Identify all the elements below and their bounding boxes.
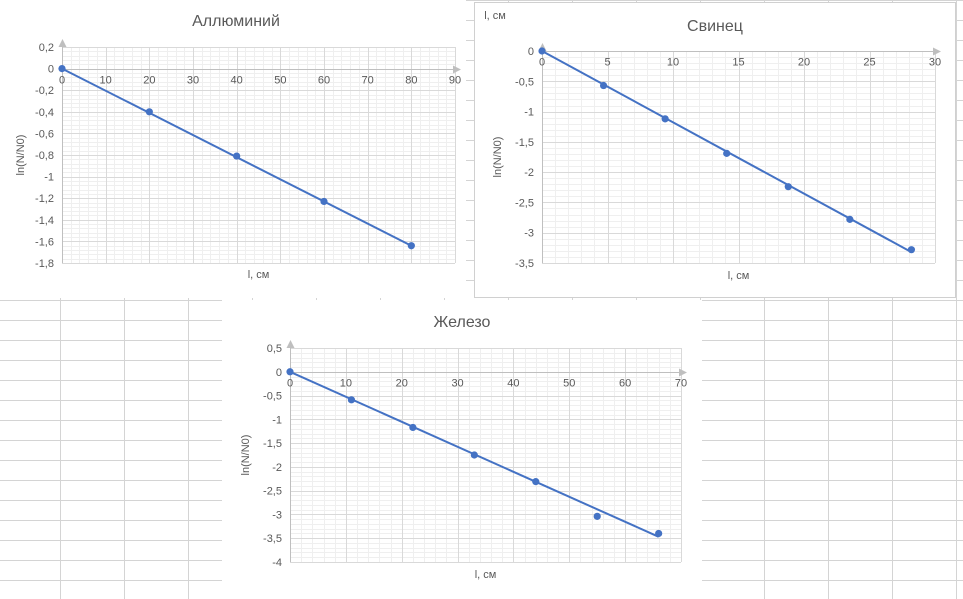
- y-axis-label: ln(N/N0): [15, 135, 27, 176]
- y-tick-label: -0,5: [263, 391, 282, 403]
- y-tick-label: -1,4: [35, 215, 54, 227]
- chart-lead: 0 5 10 15 20 25 30 0 -0,5 -1 -1,5 -2 -2,5 -3 -3,5 Свине…: [474, 2, 956, 298]
- y-axis-arrow: [58, 39, 67, 47]
- y-tick-label: -0,2: [35, 85, 54, 97]
- x-tick-label: 30: [929, 57, 941, 69]
- x-tick-label: 15: [732, 57, 744, 69]
- data-point: [655, 529, 663, 538]
- x-tick-label: 40: [231, 75, 243, 87]
- chart-lead-svg: 0 5 10 15 20 25 30 0 -0,5 -1 -1,5 -2 -2,5 -3 -3,5 Свине…: [484, 10, 941, 282]
- y-tick-label: -1: [272, 414, 282, 426]
- x-tick-label: 80: [405, 75, 417, 87]
- x-tick-label: 30: [187, 75, 199, 87]
- y-tick-label: -0,6: [35, 128, 54, 140]
- y-tick-label: -2: [272, 462, 282, 474]
- data-point: [723, 149, 731, 157]
- y-tick-label: 0: [276, 367, 282, 379]
- x-tick-label: 50: [274, 75, 286, 87]
- data-point: [347, 396, 356, 404]
- x-tick-label: 0: [539, 57, 545, 69]
- x-tick-label: 50: [563, 378, 575, 390]
- x-axis-arrow: [453, 65, 461, 74]
- top-axis-label: l, см: [484, 10, 506, 22]
- data-point: [470, 451, 478, 459]
- x-tick-label: 70: [675, 378, 687, 390]
- x-tick-label: 25: [863, 57, 875, 69]
- y-tick-label: -1,5: [515, 137, 534, 149]
- data-point: [846, 215, 854, 223]
- data-point: [286, 368, 294, 376]
- y-tick-label: -1: [524, 107, 534, 119]
- data-point: [661, 115, 669, 123]
- data-point: [532, 478, 540, 486]
- x-tick-label: 20: [798, 57, 810, 69]
- data-point: [233, 152, 241, 160]
- x-tick-label: 20: [143, 75, 155, 87]
- x-axis-label: l, см: [475, 569, 497, 581]
- y-axis-label: ln(N/N0): [492, 137, 504, 178]
- chart-title: Железо: [434, 314, 491, 331]
- y-tick-label: -2,5: [515, 197, 534, 209]
- x-tick-label: 30: [451, 378, 463, 390]
- x-axis-arrow: [933, 47, 941, 56]
- y-tick-label: -3: [524, 228, 534, 240]
- x-tick-label: 10: [340, 378, 352, 390]
- y-tick-label: -0,5: [515, 76, 534, 88]
- y-tick-label: 0,5: [267, 343, 282, 355]
- y-tick-label: -3,5: [515, 258, 534, 270]
- x-tick-label: 5: [604, 57, 610, 69]
- y-tick-label: -1,5: [263, 438, 282, 450]
- data-point: [145, 108, 153, 116]
- x-axis-arrow: [679, 368, 687, 377]
- data-point: [907, 246, 916, 254]
- y-tick-label: 0: [528, 46, 534, 58]
- chart-aluminium: 0 10 20 30 40 50 60 70 80 90 0,2 0 -0,2 -0,4 -0,6 -0,8 -…: [0, 0, 466, 298]
- y-tick-label: -1,6: [35, 236, 54, 248]
- x-axis-label: l, см: [728, 270, 750, 282]
- y-tick-label: -1,8: [35, 258, 54, 270]
- x-tick-label: 60: [318, 75, 330, 87]
- x-tick-label: 60: [619, 378, 631, 390]
- y-tick-label: -1,2: [35, 193, 54, 205]
- y-tick-label: -1: [44, 172, 54, 184]
- x-tick-label: 10: [100, 75, 112, 87]
- y-tick-label: -2,5: [263, 486, 282, 498]
- y-tick-label: -4: [272, 557, 282, 569]
- y-tick-label: -0,8: [35, 150, 54, 162]
- chart-iron-svg: 0 10 20 30 40 50 60 70 0,5 0 -0,5 -1 -1,5 -2 -2,5 -3 -3,…: [240, 314, 687, 581]
- y-axis-arrow: [286, 340, 295, 348]
- y-tick-label: 0,2: [39, 42, 54, 54]
- x-tick-label: 0: [287, 378, 293, 390]
- x-tick-label: 90: [449, 75, 461, 87]
- y-tick-label: -2: [524, 167, 534, 179]
- data-point: [538, 47, 546, 55]
- data-point: [593, 512, 601, 520]
- chart-aluminium-svg: 0 10 20 30 40 50 60 70 80 90 0,2 0 -0,2 -0,4 -0,6 -0,8 -…: [15, 13, 461, 281]
- y-tick-label: -3: [272, 509, 282, 521]
- x-axis-label: l, см: [248, 269, 270, 281]
- data-point: [407, 242, 415, 250]
- chart-title: Аллюминий: [192, 13, 280, 30]
- major-gridlines: [62, 47, 456, 264]
- data-point: [409, 423, 417, 432]
- chart-title: Свинец: [687, 18, 743, 35]
- chart-iron: 0 10 20 30 40 50 60 70 0,5 0 -0,5 -1 -1,5 -2 -2,5 -3 -3,…: [222, 300, 702, 599]
- y-axis-label: ln(N/N0): [240, 435, 252, 476]
- y-tick-label: -0,4: [35, 107, 54, 119]
- y-tick-label: -3,5: [263, 533, 282, 545]
- x-tick-label: 40: [507, 378, 519, 390]
- x-tick-label: 70: [362, 75, 374, 87]
- y-tick-label: 0: [48, 64, 54, 76]
- x-tick-label: 20: [396, 378, 408, 390]
- x-tick-label: 10: [667, 57, 679, 69]
- data-point: [599, 81, 608, 90]
- data-point: [784, 183, 792, 191]
- data-point: [58, 65, 66, 73]
- data-point: [320, 197, 328, 206]
- x-tick-label: 0: [59, 75, 65, 87]
